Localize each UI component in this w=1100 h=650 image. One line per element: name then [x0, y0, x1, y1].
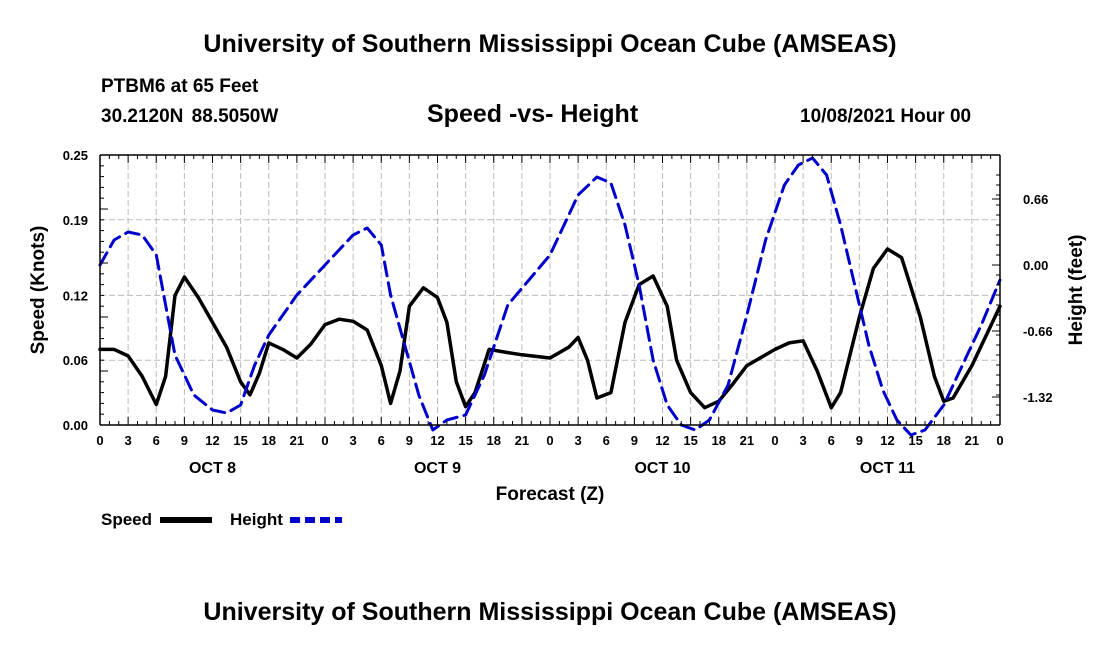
- x-tick-label: 21: [290, 433, 304, 448]
- y2-tick-label: -1.32: [1023, 390, 1053, 405]
- x-tick-label: 6: [828, 433, 835, 448]
- x-tick-label: 3: [800, 433, 807, 448]
- day-label: OCT 11: [860, 460, 915, 477]
- x-tick-label: 9: [181, 433, 188, 448]
- x-tick-label: 18: [937, 433, 951, 448]
- footer-title: University of Southern Mississippi Ocean…: [203, 598, 897, 626]
- x-tick-label: 12: [205, 433, 219, 448]
- x-tick-label: 12: [880, 433, 894, 448]
- x-tick-label: 9: [631, 433, 638, 448]
- x-axis-label: Forecast (Z): [496, 484, 605, 505]
- x-tick-label: 0: [996, 433, 1003, 448]
- legend-speed-label: Speed: [101, 510, 152, 529]
- y2-tick-label: -0.66: [1023, 324, 1053, 339]
- legend-height-label: Height: [230, 510, 283, 529]
- speed-series-line: [98, 247, 1002, 410]
- x-tick-label: 9: [856, 433, 863, 448]
- tick-labels: 0 3 6 9 12 15 18 21 0 3 6 9 12 15 18 21 0 3 6 9 12 15 18 21 0 3 6 9…: [63, 148, 1053, 477]
- x-tick-label: 15: [458, 433, 472, 448]
- x-tick-label: 0: [321, 433, 328, 448]
- x-tick-label: 21: [740, 433, 754, 448]
- chart-title: Speed -vs- Height: [427, 100, 639, 128]
- x-tick-label: 12: [430, 433, 444, 448]
- y-tick-label: 0.00: [63, 418, 88, 433]
- x-tick-label: 0: [771, 433, 778, 448]
- x-tick-label: 3: [575, 433, 582, 448]
- coordinates-label: 30.2120N 88.5050W: [101, 106, 279, 127]
- y-tick-label: 0.12: [63, 288, 88, 303]
- x-tick-label: 15: [683, 433, 697, 448]
- x-tick-label: 21: [965, 433, 979, 448]
- y-axis-label: Speed (Knots): [28, 226, 49, 355]
- x-tick-label: 21: [515, 433, 529, 448]
- y2-tick-label: 0.66: [1023, 192, 1048, 207]
- x-tick-label: 18: [712, 433, 726, 448]
- x-tick-label: 6: [378, 433, 385, 448]
- x-tick-label: 6: [153, 433, 160, 448]
- grid: [100, 155, 1000, 425]
- x-tick-label: 6: [603, 433, 610, 448]
- legend: Speed Height: [101, 510, 342, 529]
- y-tick-label: 0.25: [63, 148, 88, 163]
- x-tick-label: 9: [406, 433, 413, 448]
- day-label: OCT 10: [634, 460, 690, 477]
- height-series-line: [98, 156, 1002, 437]
- x-tick-label: 0: [96, 433, 103, 448]
- day-label: OCT 9: [414, 460, 461, 477]
- series-layer: [98, 156, 1002, 437]
- x-tick-label: 18: [487, 433, 501, 448]
- x-tick-label: 12: [655, 433, 669, 448]
- x-tick-label: 15: [908, 433, 922, 448]
- datetime-label: 10/08/2021 Hour 00: [800, 106, 972, 127]
- station-label: PTBM6 at 65 Feet: [101, 76, 259, 97]
- x-tick-label: 0: [546, 433, 553, 448]
- day-label: OCT 8: [189, 460, 236, 477]
- y-tick-label: 0.19: [63, 213, 88, 228]
- y2-axis-label: Height (feet): [1066, 235, 1087, 346]
- y2-tick-label: 0.00: [1023, 258, 1048, 273]
- x-tick-label: 18: [262, 433, 276, 448]
- y-tick-label: 0.06: [63, 353, 88, 368]
- page-title: University of Southern Mississippi Ocean…: [203, 30, 897, 58]
- axes: [99, 154, 1001, 426]
- x-tick-label: 3: [125, 433, 132, 448]
- x-tick-label: 15: [233, 433, 247, 448]
- x-tick-label: 3: [350, 433, 357, 448]
